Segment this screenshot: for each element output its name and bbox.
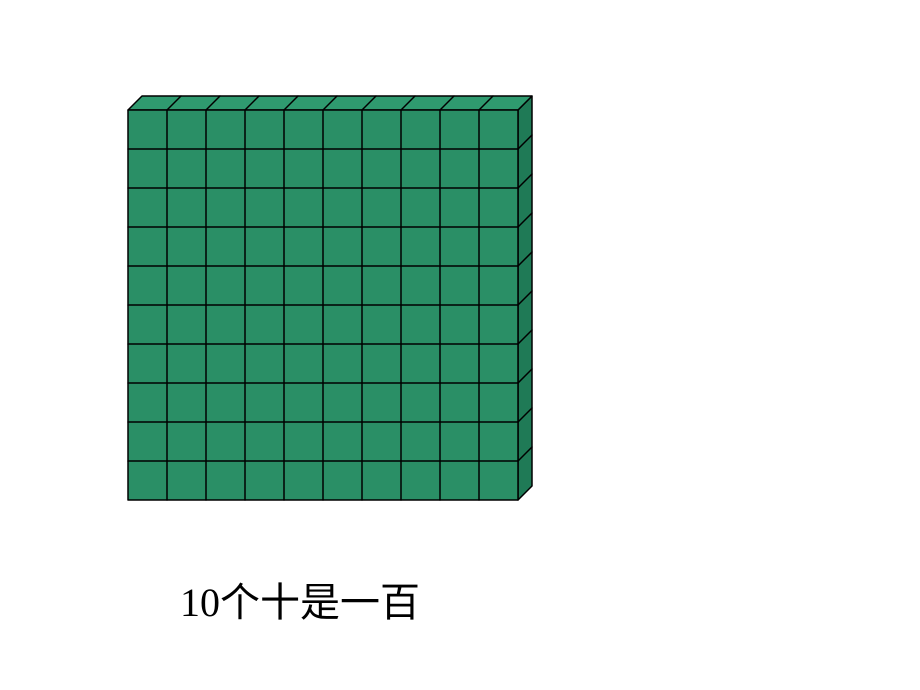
base-ten-block (0, 0, 920, 690)
caption-text: 10个十是一百 (180, 570, 420, 628)
stage: 10个十是一百 (0, 0, 920, 690)
